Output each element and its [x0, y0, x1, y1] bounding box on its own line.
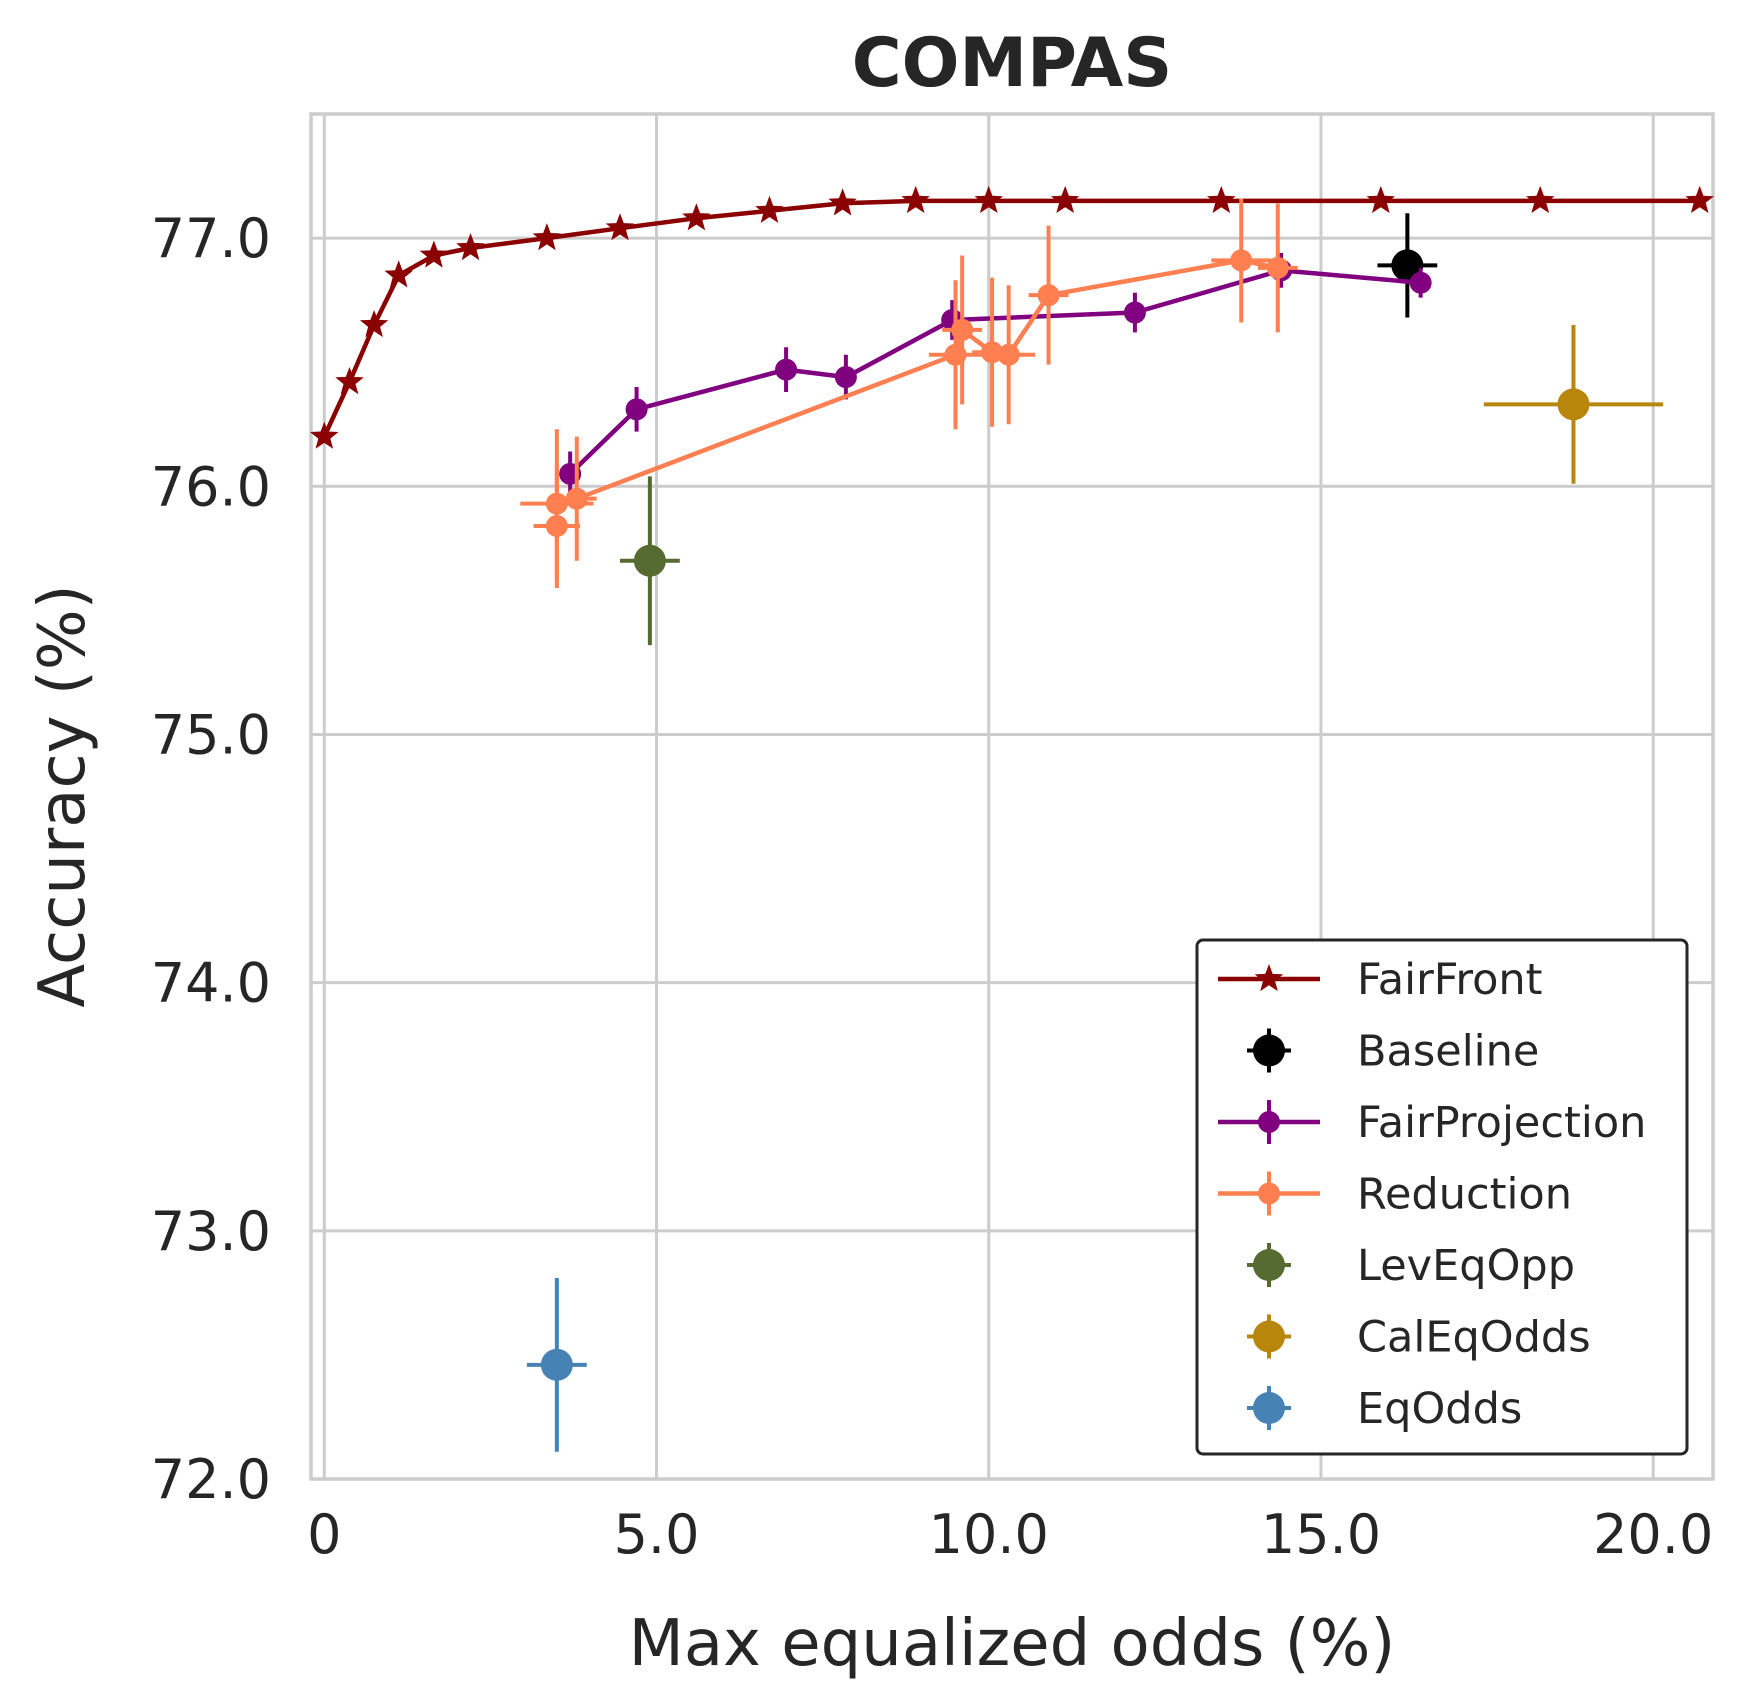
legend-entry-baseline: Baseline: [1247, 1027, 1539, 1077]
y-axis-label: Accuracy (%): [26, 584, 100, 1007]
legend-marker: [1253, 1320, 1285, 1353]
reduction-point: [951, 318, 974, 341]
fairprojection-point: [1409, 271, 1432, 294]
reduction-point: [1266, 256, 1289, 279]
reduction-point: [981, 341, 1004, 364]
series-layer: [310, 185, 1714, 1452]
series-reduction: [520, 198, 1298, 589]
legend-marker: [1258, 1111, 1280, 1133]
caleqodds-point: [1557, 388, 1590, 421]
fairfront-point: [974, 185, 1003, 213]
reduction-point: [545, 492, 568, 515]
x-tick-label: 10.0: [929, 1503, 1049, 1566]
fairfront-point: [456, 233, 485, 261]
fairfront-point: [310, 421, 339, 449]
legend-entry-leveqopp: LevEqOpp: [1247, 1241, 1575, 1291]
fairprojection-point: [775, 358, 798, 381]
legend-label: EqOdds: [1357, 1384, 1522, 1434]
legend: FairFront Baseline FairProjection Reduction…: [1195, 938, 1689, 1456]
x-tick-label: 0: [307, 1503, 341, 1566]
chart-title: COMPAS: [852, 24, 1173, 103]
fairfront-point: [532, 223, 562, 251]
legend-entry-eqodds: EqOdds: [1247, 1384, 1522, 1434]
legend-entry-reduction: Reduction: [1218, 1170, 1572, 1220]
eqodds-point: [540, 1348, 573, 1381]
legend-entry-fairfront: FairFront: [1218, 955, 1543, 1005]
fairfront-point: [359, 310, 389, 338]
y-tick-label: 77.0: [151, 207, 271, 270]
reduction-point: [1037, 284, 1060, 307]
legend-box: [1195, 938, 1689, 1456]
grid: [311, 114, 1713, 1481]
fairfront-point: [1685, 185, 1714, 213]
legend-marker: [1258, 1182, 1280, 1205]
legend-marker: [1253, 1034, 1285, 1067]
series-leveqopp: [619, 476, 680, 646]
fairfront-point: [828, 188, 857, 216]
legend-entry-caleqodds: CalEqOdds: [1247, 1313, 1591, 1363]
fairfront-point: [605, 213, 635, 241]
y-tick-label: 73.0: [151, 1200, 271, 1263]
legend-label: FairProjection: [1357, 1098, 1646, 1148]
y-tick-label: 74.0: [151, 952, 271, 1015]
fairfront-point: [682, 203, 711, 231]
fairprojection-line: [568, 268, 1421, 476]
legend-label: Reduction: [1357, 1170, 1572, 1220]
fairfront-point: [335, 367, 364, 395]
legend-label: LevEqOpp: [1357, 1241, 1575, 1291]
fairfront-point: [1366, 185, 1395, 213]
fairfront-point: [755, 195, 784, 223]
legend-entry-fairprojection: FairProjection: [1218, 1098, 1646, 1148]
y-tick-label: 76.0: [151, 455, 271, 518]
fairprojection-point: [1123, 301, 1146, 324]
tick-labels: 0 5.0 10.0 15.0 20.0 72.0 73.0 74.0 75.0 76.0 77.0: [151, 207, 1714, 1566]
series-eqodds: [526, 1277, 587, 1452]
legend-label: Baseline: [1357, 1027, 1539, 1077]
y-tick-label: 75.0: [151, 703, 271, 766]
legend-marker: [1253, 1392, 1285, 1424]
fairfront-point: [1207, 185, 1236, 213]
fairfront-point: [384, 260, 413, 288]
fairfront-point: [1050, 185, 1080, 213]
legend-label: CalEqOdds: [1357, 1313, 1591, 1363]
legend-marker: [1253, 1249, 1285, 1281]
x-tick-label: 5.0: [614, 1503, 700, 1566]
legend-label: FairFront: [1357, 955, 1543, 1005]
x-tick-label: 20.0: [1593, 1503, 1713, 1566]
leveqopp-point: [633, 544, 666, 577]
reduction-point: [565, 487, 588, 510]
reduction-point: [1230, 249, 1253, 272]
series-fairfront: [310, 185, 1714, 449]
fairprojection-point: [625, 398, 648, 421]
reduction-point: [997, 343, 1020, 366]
fairfront-point: [419, 240, 449, 268]
fairfront-point: [901, 185, 930, 213]
fairprojection-point: [834, 366, 857, 389]
y-tick-label: 72.0: [151, 1448, 271, 1511]
x-tick-label: 15.0: [1261, 1503, 1381, 1566]
fairfront-point: [1526, 185, 1555, 213]
series-caleqodds: [1483, 324, 1664, 484]
legend-marker: [1254, 964, 1284, 992]
x-axis-label: Max equalized odds (%): [629, 1607, 1396, 1681]
plot-frame: [309, 112, 1715, 1481]
